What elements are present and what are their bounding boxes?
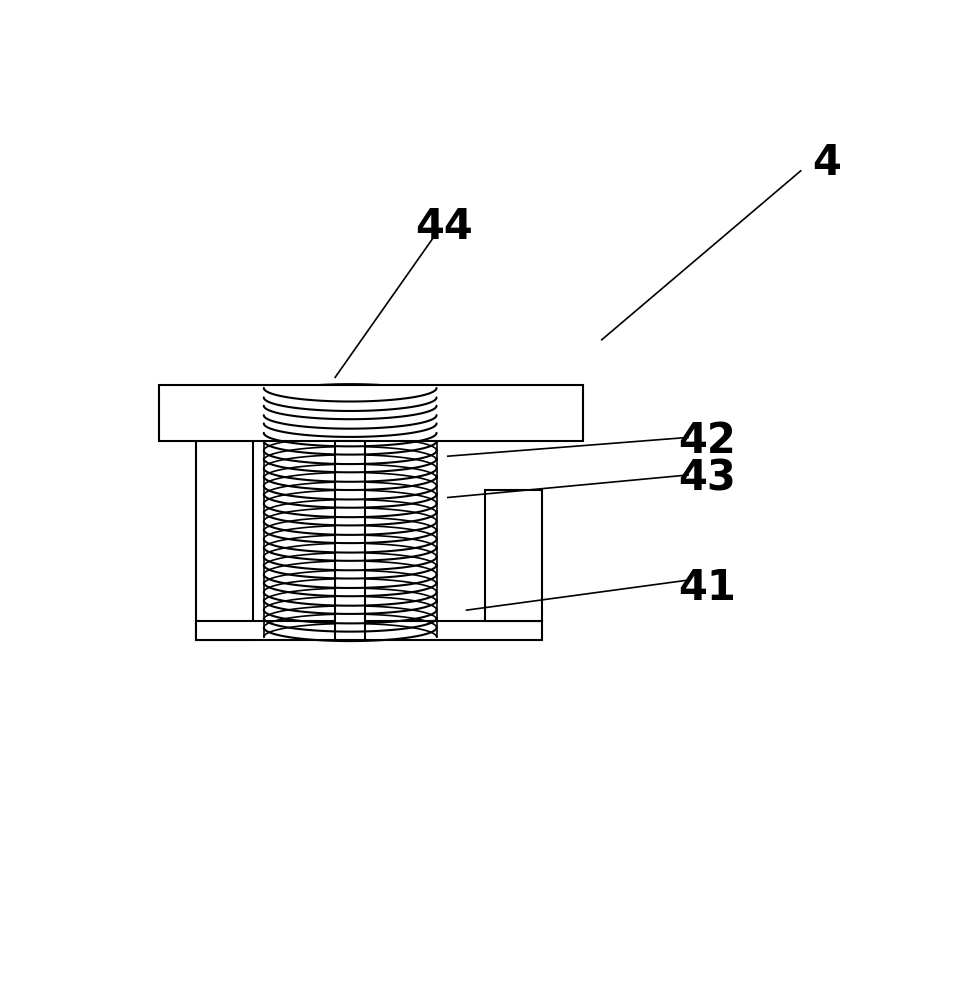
Bar <box>196 422 253 640</box>
Text: 4: 4 <box>813 142 841 184</box>
Text: 42: 42 <box>678 420 735 462</box>
Bar <box>485 490 542 621</box>
Text: 44: 44 <box>415 206 473 248</box>
Text: 43: 43 <box>678 458 735 500</box>
Bar <box>335 441 365 640</box>
Text: 41: 41 <box>678 567 735 609</box>
Bar <box>159 385 583 441</box>
Bar <box>196 621 542 640</box>
